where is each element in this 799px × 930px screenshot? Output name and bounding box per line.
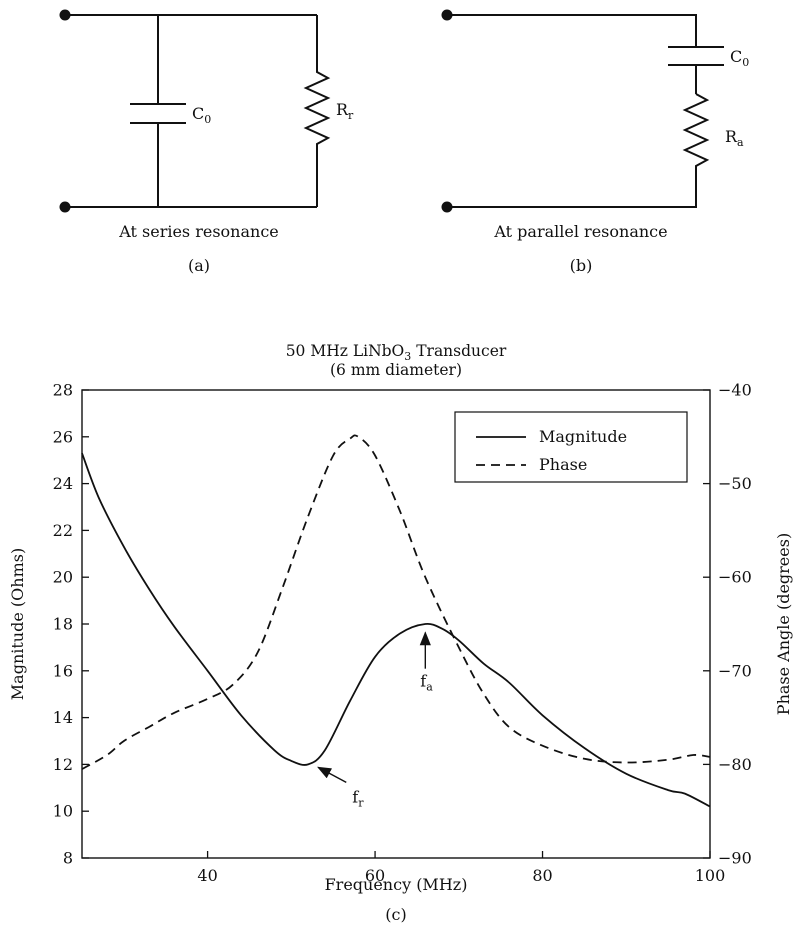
y2-tick-label: −90 (718, 849, 752, 868)
y-tick-label: 18 (53, 615, 73, 634)
annotation-label-fa: fa (420, 672, 433, 694)
y-tick-label: 12 (53, 755, 73, 774)
resistor-subscript: r (348, 109, 354, 122)
svg-text:Rr: Rr (336, 100, 354, 122)
y-axis-label: Magnitude (Ohms) (8, 548, 27, 700)
y-tick-label: 14 (53, 708, 73, 727)
y-tick-label: 8 (63, 849, 73, 868)
resistor-label: R (725, 127, 738, 146)
y2-axis-label: Phase Angle (degrees) (774, 533, 793, 715)
legend-label-magnitude: Magnitude (539, 427, 627, 446)
series-layer (81, 434, 711, 808)
resistor-label: R (336, 100, 349, 119)
svg-text:50 MHz LiNbO3 Transducer: 50 MHz LiNbO3 Transducer (286, 342, 507, 363)
x-axis-label: Frequency (MHz) (325, 875, 468, 894)
y-tick-label: 26 (53, 427, 73, 446)
y-tick-label: 20 (53, 568, 73, 587)
resistor-zigzag (682, 93, 710, 180)
capacitor-label: C (192, 104, 204, 123)
panel-label-a: (a) (188, 256, 210, 275)
series-line-phase (81, 434, 711, 770)
y2-tick-label: −50 (718, 474, 752, 493)
y2-tick-label: −80 (718, 755, 752, 774)
x-tick-label: 60 (365, 866, 385, 885)
legend: Magnitude Phase (454, 411, 688, 483)
x-tick-label: 80 (532, 866, 552, 885)
legend-label-phase: Phase (539, 455, 587, 474)
annotation-layer: fr fa (317, 631, 433, 809)
chart-title-rest: Transducer (411, 342, 507, 360)
caption-a: At series resonance (118, 222, 279, 241)
y2-tick-label: −70 (718, 661, 752, 680)
annotation-label-fr: fr (352, 787, 364, 809)
caption-b: At parallel resonance (493, 222, 667, 241)
panel-label-b: (b) (570, 256, 593, 275)
panel-label-c: (c) (385, 905, 406, 924)
svg-text:C0: C0 (730, 47, 749, 69)
svg-text:C0: C0 (192, 104, 211, 126)
chart-title-subscript: 3 (404, 350, 411, 363)
capacitor-subscript: 0 (742, 56, 749, 69)
capacitor-plates (130, 103, 186, 124)
resistor-zigzag (303, 15, 331, 207)
annotation-arrow-fr (317, 766, 347, 784)
capacitor-plates (668, 46, 724, 66)
bottom-wire (447, 180, 697, 208)
circuit-a: C0 Rr At series resonance (a) (59, 9, 354, 275)
y-tick-label: 22 (53, 521, 73, 540)
capacitor-label: C (730, 47, 742, 66)
chart-title: 50 MHz LiNbO (286, 342, 405, 360)
capacitor-subscript: 0 (204, 113, 211, 126)
circuit-b: C0 Ra At parallel resonance (b) (441, 9, 749, 275)
impedance-chart: 50 MHz LiNbO3 Transducer (6 mm diameter)… (8, 342, 793, 924)
y-tick-label: 10 (53, 802, 73, 821)
legend-box (454, 411, 688, 483)
svg-text:Ra: Ra (725, 127, 744, 149)
x-tick-label: 100 (695, 866, 726, 885)
y-tick-label: 16 (53, 661, 73, 680)
resistor-subscript: a (737, 136, 744, 149)
y2-tick-label: −60 (718, 568, 752, 587)
y2-tick-label: −40 (718, 381, 752, 400)
chart-subtitle: (6 mm diameter) (330, 361, 462, 379)
top-wire (447, 14, 697, 47)
x-tick-label: 40 (197, 866, 217, 885)
series-line-magnitude (81, 452, 711, 808)
y-tick-label: 28 (53, 381, 73, 400)
y-tick-label: 24 (53, 474, 73, 493)
axis-ticks: 40 60 80 100 8 10 12 14 16 18 20 22 24 26 28 −40 −50 −60 −… (53, 381, 752, 886)
